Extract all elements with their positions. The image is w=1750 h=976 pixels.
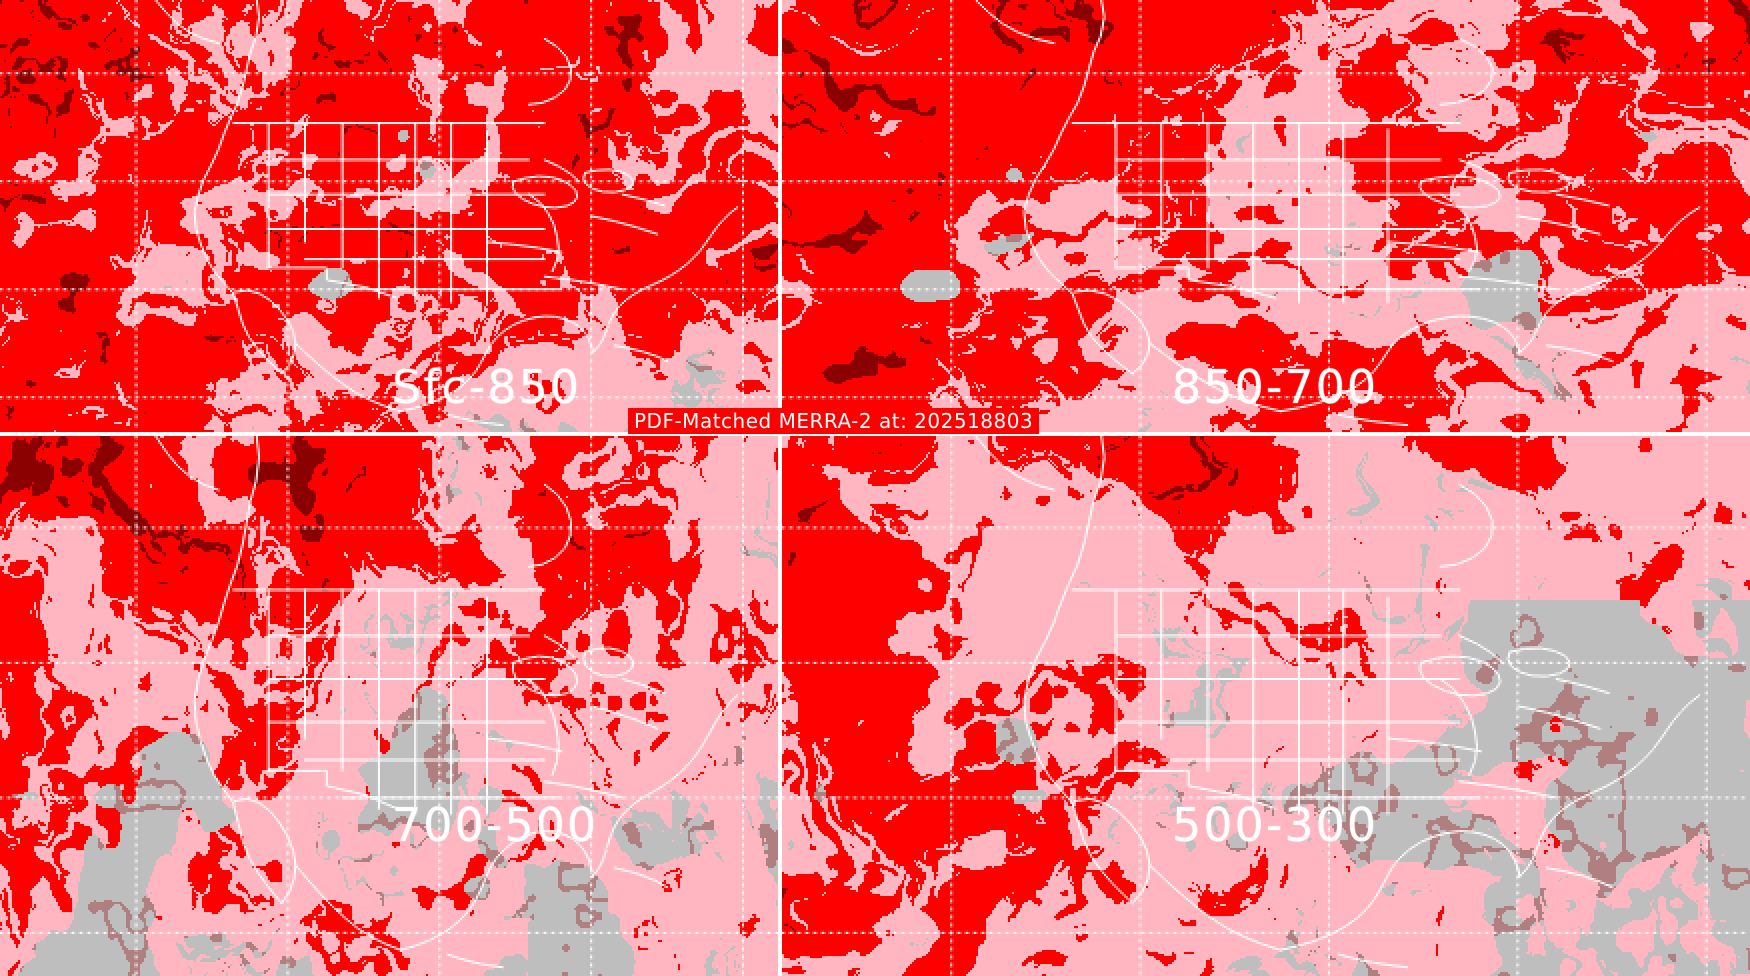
panel-divider-horizontal xyxy=(0,432,1750,436)
panel-divider-vertical xyxy=(778,0,782,976)
map-panel-sfc-850 xyxy=(0,0,778,432)
map-raster-700-500 xyxy=(0,436,778,976)
map-raster-850-700 xyxy=(782,0,1750,432)
map-raster-sfc-850 xyxy=(0,0,778,432)
map-panel-850-700 xyxy=(782,0,1750,432)
map-raster-500-300 xyxy=(782,436,1750,976)
figure-title: PDF-Matched MERRA-2 at: 202518803 xyxy=(628,408,1040,434)
map-panel-500-300 xyxy=(782,436,1750,976)
map-panel-700-500 xyxy=(0,436,778,976)
